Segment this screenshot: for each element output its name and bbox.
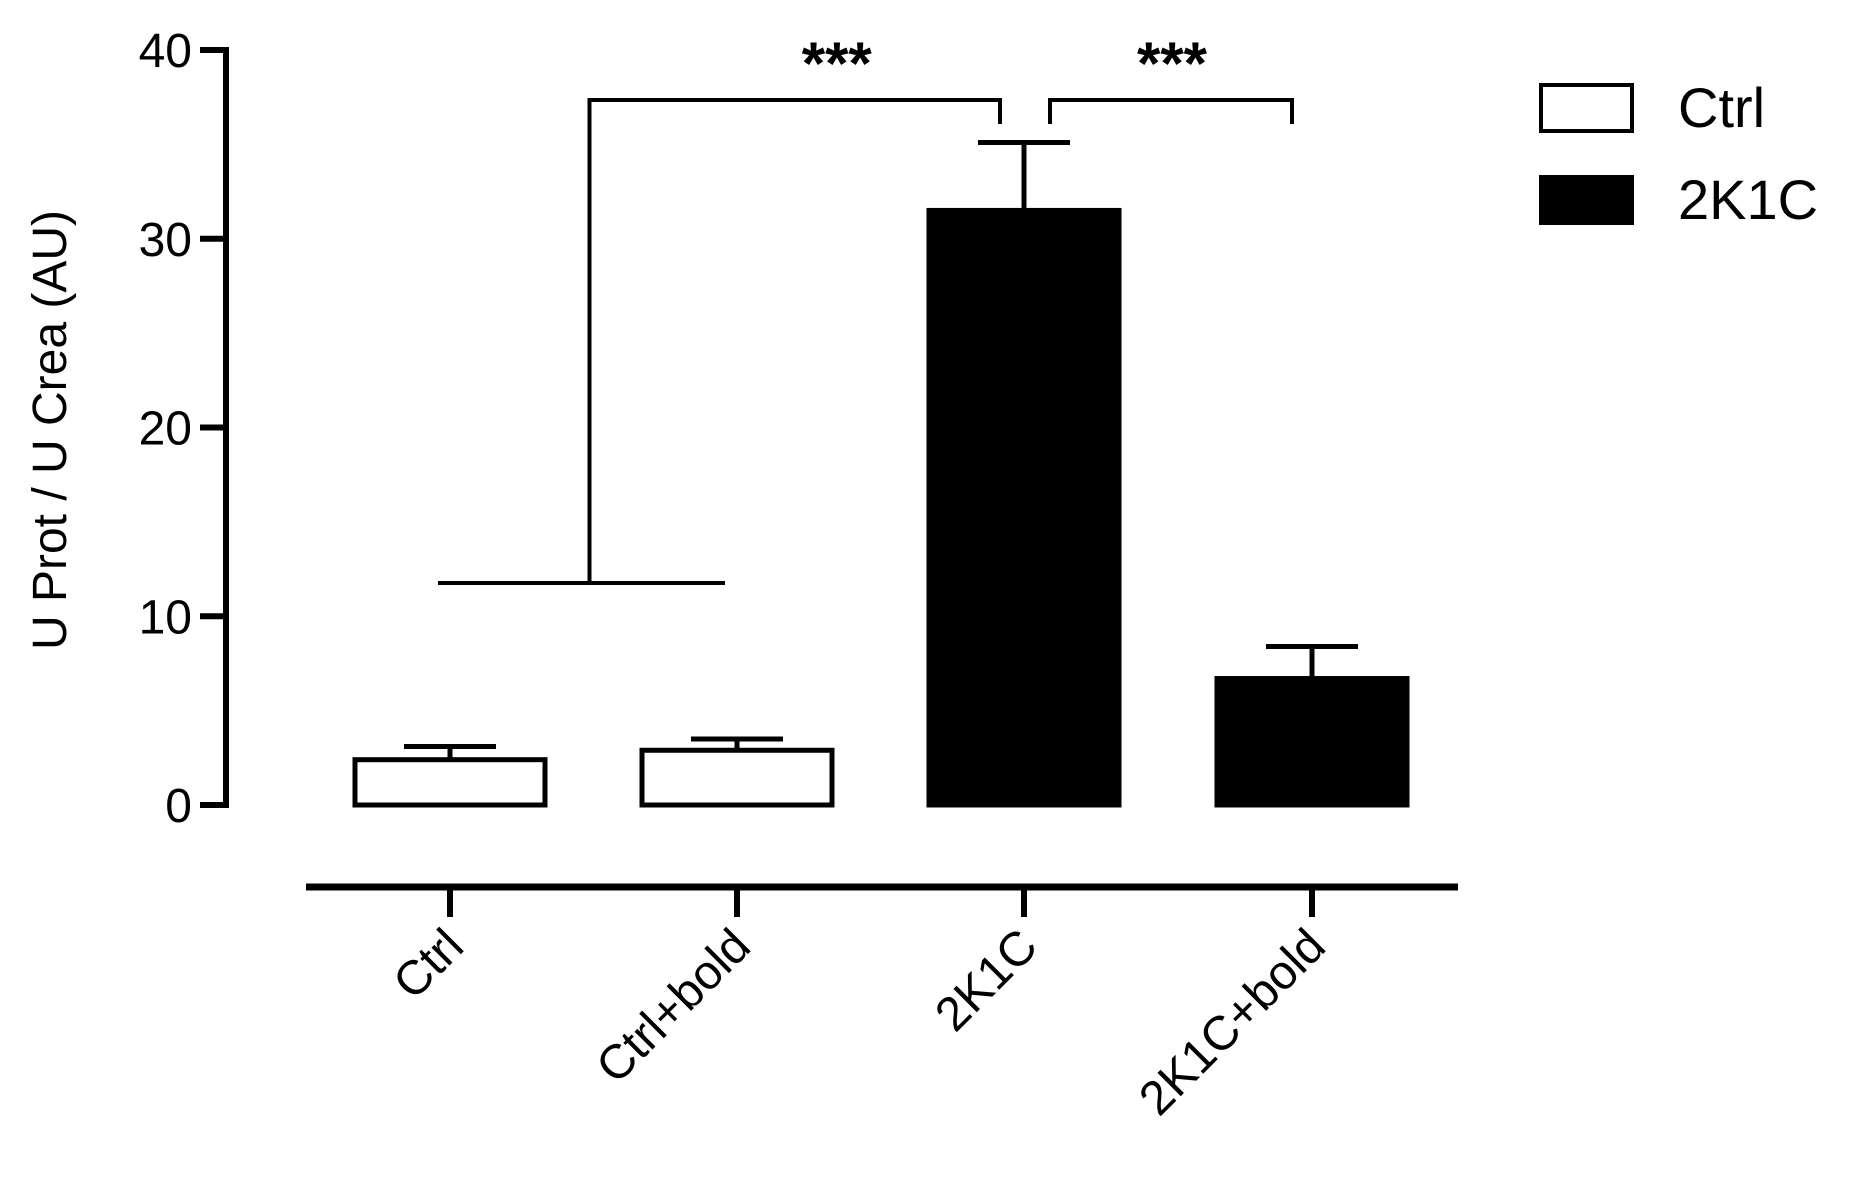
significance-brackets: *** *** <box>438 30 1294 585</box>
y-axis-label: U Prot / U Crea (AU) <box>24 210 77 650</box>
significance-bracket <box>587 98 1002 583</box>
bar <box>352 757 548 808</box>
x-tick-label: Ctrl+bold <box>587 919 761 1093</box>
x-tick-label: 2K1C+bold <box>1129 919 1335 1125</box>
y-tick-label: 0 <box>165 780 192 833</box>
legend-label: 2K1C <box>1678 168 1818 231</box>
bar <box>926 207 1122 808</box>
x-tick-label: 2K1C <box>925 919 1047 1041</box>
y-tick-label: 20 <box>139 403 192 456</box>
significance-bracket <box>1048 98 1294 124</box>
bar <box>639 747 835 808</box>
bar <box>1214 676 1410 808</box>
x-tick-label: Ctrl <box>384 919 474 1009</box>
legend-swatch <box>1539 175 1634 225</box>
y-tick-label: 40 <box>139 25 192 78</box>
legend: Ctrl 2K1C <box>1539 76 1818 231</box>
legend-label: Ctrl <box>1678 76 1765 139</box>
legend-swatch <box>1539 83 1634 133</box>
y-axis: 0 10 20 30 40 <box>139 25 229 833</box>
significance-label: *** <box>802 30 873 97</box>
y-tick-label: 10 <box>139 591 192 644</box>
bars <box>352 139 1410 808</box>
significance-label: *** <box>1137 30 1208 97</box>
x-axis: Ctrl Ctrl+bold 2K1C 2K1C+bold <box>306 883 1458 1126</box>
y-tick-label: 30 <box>139 214 192 267</box>
